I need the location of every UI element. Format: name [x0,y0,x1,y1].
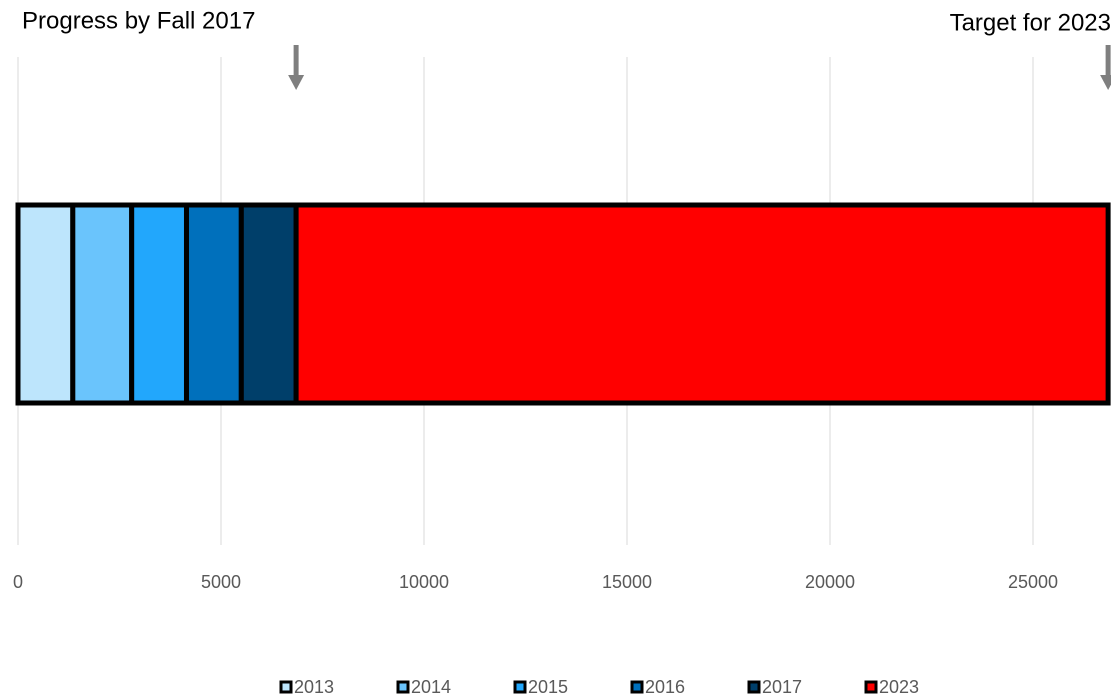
x-tick-label: 0 [13,572,23,592]
annotation: Target for 2023 [950,9,1111,36]
bar-segment [15,202,76,406]
legend-label: 2015 [528,677,568,697]
x-tick-label: 5000 [201,572,241,592]
legend-swatch [279,680,293,694]
bar-segment [183,202,244,406]
arrow-head [1100,75,1111,90]
bar-segment [238,202,299,406]
legend-swatch [630,680,644,694]
x-tick-label: 25000 [1008,572,1058,592]
legend-swatch [513,680,527,694]
bar-segment [70,202,135,406]
legend-label: 2016 [645,677,685,697]
x-tick-label: 10000 [399,572,449,592]
legend-label: 2014 [411,677,451,697]
bar-segment [129,202,189,406]
x-tick-label: 20000 [805,572,855,592]
legend-label: 2013 [294,677,334,697]
legend-label: 2017 [762,677,802,697]
legend-swatch [864,680,878,694]
bar-segment [293,202,1111,406]
x-tick-label: 15000 [602,572,652,592]
legend-swatch [396,680,410,694]
annotation: Progress by Fall 2017 [22,7,255,34]
legend-swatch [747,680,761,694]
legend-label: 2023 [879,677,919,697]
arrow-head [288,75,305,90]
